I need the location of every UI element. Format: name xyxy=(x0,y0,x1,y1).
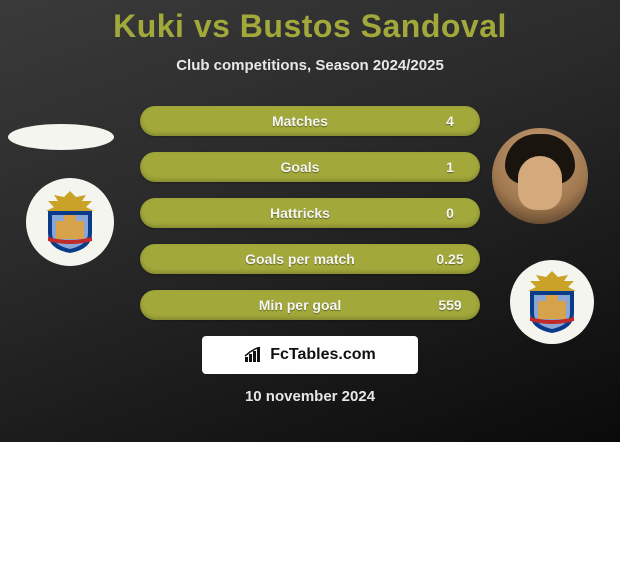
club-crest-left xyxy=(26,178,114,266)
stat-value: 4 xyxy=(420,113,480,129)
stat-label: Hattricks xyxy=(140,205,420,221)
stat-row: Goals per match 0.25 xyxy=(140,244,480,274)
stat-label: Min per goal xyxy=(140,297,420,313)
season-subtitle: Club competitions, Season 2024/2025 xyxy=(0,57,620,74)
crest-icon xyxy=(42,189,98,255)
stat-value: 0.25 xyxy=(420,251,480,267)
player-right-avatar xyxy=(492,128,588,224)
stat-label: Goals per match xyxy=(140,251,420,267)
date-line: 10 november 2024 xyxy=(0,388,620,405)
crest-icon xyxy=(524,269,580,335)
stat-value: 559 xyxy=(420,297,480,313)
stat-row: Goals 1 xyxy=(140,152,480,182)
stat-row: Min per goal 559 xyxy=(140,290,480,320)
stat-label: Goals xyxy=(140,159,420,175)
stat-row: Hattricks 0 xyxy=(140,198,480,228)
stat-label: Matches xyxy=(140,113,420,129)
stats-container: Matches 4 Goals 1 Hattricks 0 Goals per … xyxy=(140,106,480,320)
club-crest-right xyxy=(510,260,594,344)
stat-value: 0 xyxy=(420,205,480,221)
stat-value: 1 xyxy=(420,159,480,175)
page-title: Kuki vs Bustos Sandoval xyxy=(0,0,620,45)
player-left-avatar xyxy=(8,124,114,150)
source-badge[interactable]: FcTables.com xyxy=(202,336,418,374)
chart-icon xyxy=(244,347,264,363)
source-text: FcTables.com xyxy=(270,346,376,364)
stat-row: Matches 4 xyxy=(140,106,480,136)
